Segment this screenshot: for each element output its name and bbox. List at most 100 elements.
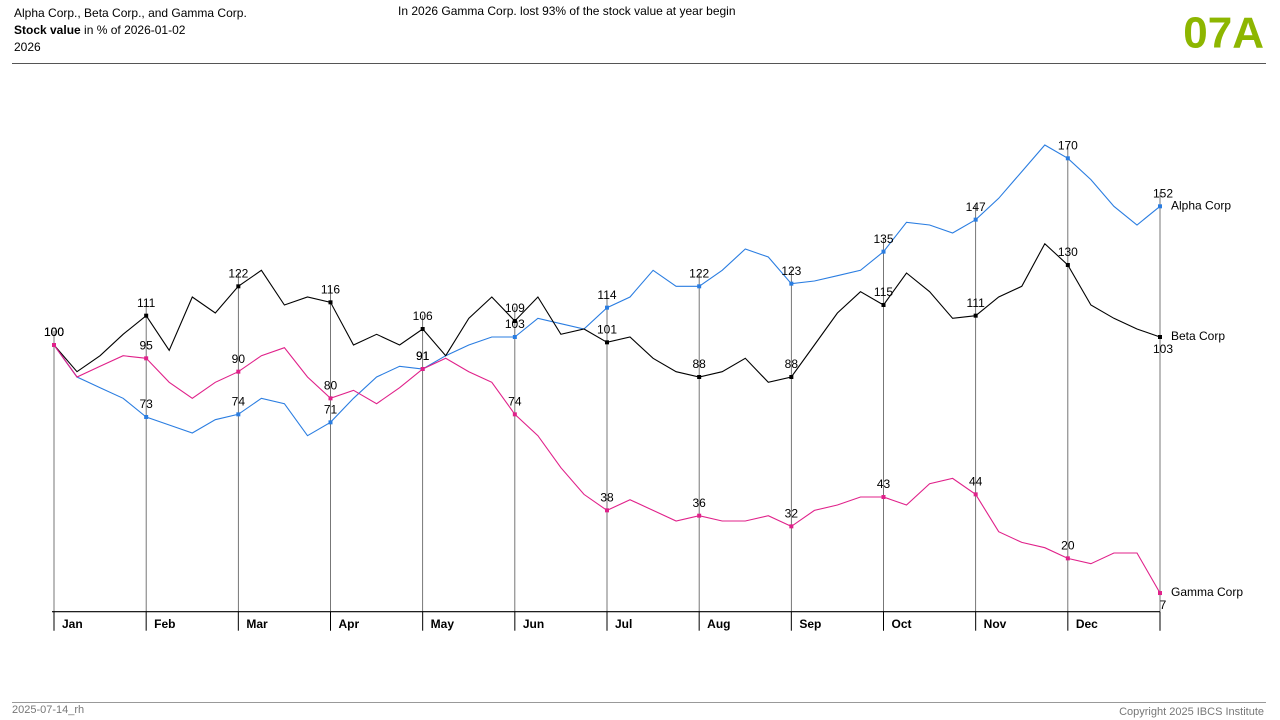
point-marker [512, 334, 517, 339]
chart-title: Alpha Corp., Beta Corp., and Gamma Corp. [14, 6, 247, 20]
x-tick-label: Feb [154, 617, 175, 631]
point-marker [420, 326, 425, 331]
point-marker [697, 284, 702, 289]
point-marker [881, 249, 886, 254]
data-label: 100 [44, 325, 64, 339]
data-label: 100 [44, 325, 64, 339]
page-id: 07A [1183, 9, 1264, 58]
point-marker [236, 369, 241, 374]
series-label: Beta Corp [1171, 329, 1225, 343]
x-tick-label: Jan [62, 617, 83, 631]
point-marker [328, 300, 333, 305]
data-label: 152 [1153, 186, 1173, 200]
data-label: 90 [232, 352, 246, 366]
data-label: 38 [600, 491, 614, 505]
data-label: 103 [505, 317, 525, 331]
x-tick-label: Nov [984, 617, 1007, 631]
point-marker [1158, 334, 1162, 339]
x-tick-label: May [431, 617, 455, 631]
point-marker [144, 356, 149, 361]
point-marker [881, 302, 886, 307]
unit: in % of 2026-01-02 [84, 23, 186, 37]
data-label: 32 [785, 507, 799, 521]
period: 2026 [14, 40, 41, 54]
measure: Stock value [14, 23, 81, 37]
data-label: 114 [597, 288, 616, 302]
data-label: 74 [232, 395, 246, 409]
x-tick-label: Apr [339, 617, 360, 631]
point-marker [605, 305, 609, 310]
point-marker [605, 340, 609, 345]
point-marker [144, 313, 149, 318]
data-label: 95 [139, 339, 153, 353]
data-label: 20 [1061, 539, 1075, 553]
point-marker [973, 313, 978, 318]
x-tick-label: Sep [799, 617, 821, 631]
point-marker [697, 375, 702, 380]
data-label: 74 [508, 395, 522, 409]
data-label: 111 [137, 296, 156, 310]
point-marker [236, 412, 241, 417]
annotation: In 2026 Gamma Corp. lost 93% of the stoc… [398, 4, 736, 18]
data-label: 91 [416, 349, 430, 363]
data-label: 100 [44, 325, 64, 339]
data-label: 116 [321, 282, 340, 296]
point-marker [328, 420, 333, 425]
data-label: 43 [877, 477, 891, 491]
point-marker [328, 396, 333, 401]
point-marker [52, 343, 56, 347]
x-tick-label: Oct [892, 617, 912, 631]
point-marker [1065, 556, 1070, 561]
x-tick-label: Aug [707, 617, 730, 631]
point-marker [789, 524, 794, 529]
point-marker [1158, 591, 1162, 596]
data-label: 80 [324, 379, 338, 393]
point-marker [1158, 204, 1162, 209]
data-label: 130 [1058, 245, 1078, 259]
point-marker [512, 318, 517, 323]
point-marker [789, 375, 794, 380]
point-marker [420, 367, 425, 372]
data-label: 44 [969, 475, 983, 489]
data-label: 122 [689, 266, 709, 280]
data-label: 122 [228, 266, 248, 280]
point-marker [144, 415, 149, 420]
point-marker [1065, 262, 1070, 267]
data-label: 111 [967, 296, 986, 310]
data-label: 101 [597, 323, 617, 337]
data-label: 103 [1153, 342, 1173, 356]
point-marker [697, 513, 702, 518]
point-marker [973, 217, 978, 222]
data-label: 135 [873, 232, 893, 246]
x-tick-label: Jun [523, 617, 544, 631]
data-label: 88 [692, 357, 706, 371]
data-label: 73 [139, 397, 153, 411]
data-label: 147 [966, 200, 986, 214]
series-label: Alpha Corp [1171, 198, 1231, 212]
point-marker [881, 495, 886, 500]
footer-left: 2025-07-14_rh [12, 704, 84, 716]
point-marker [605, 508, 609, 513]
point-marker [512, 412, 517, 417]
data-label: 91 [416, 349, 430, 363]
x-tick-label: Mar [246, 617, 268, 631]
x-tick-label: Jul [615, 617, 632, 631]
data-label: 123 [781, 264, 801, 278]
data-label: 7 [1160, 598, 1167, 612]
data-label: 115 [874, 285, 893, 299]
data-label: 170 [1058, 138, 1078, 152]
series-label: Gamma Corp [1171, 585, 1243, 599]
subtitle: Stock value in % of 2026-01-02 [14, 23, 186, 37]
data-label: 106 [413, 309, 433, 323]
data-label: 71 [324, 403, 338, 417]
point-marker [789, 281, 794, 286]
footer-right: Copyright 2025 IBCS Institute [1119, 706, 1264, 718]
x-tick-label: Dec [1076, 617, 1098, 631]
data-label: 88 [785, 357, 799, 371]
point-marker [1065, 156, 1070, 161]
data-label: 109 [505, 301, 525, 315]
point-marker [236, 284, 241, 289]
point-marker [973, 492, 978, 497]
data-label: 36 [692, 496, 706, 510]
